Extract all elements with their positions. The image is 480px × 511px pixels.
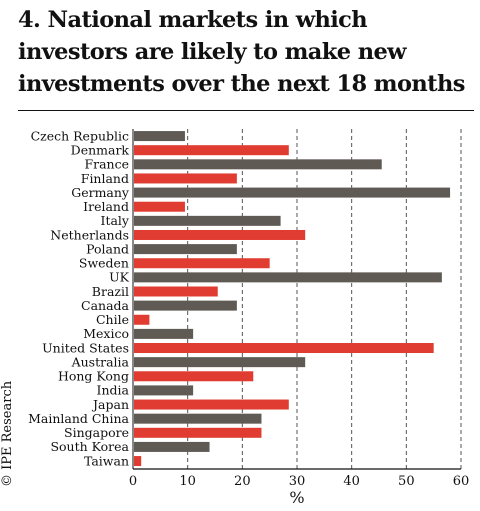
category-label: Mexico <box>83 326 129 341</box>
category-label: United States <box>42 340 129 355</box>
category-label: Germany <box>71 185 130 200</box>
bar <box>134 385 194 396</box>
x-tick-labels: 0 10 20 30 40 50 60 <box>129 474 469 489</box>
bar <box>134 328 194 339</box>
category-label: Ireland <box>83 199 129 214</box>
category-label: Singapore <box>64 425 129 440</box>
category-label: France <box>84 157 129 172</box>
category-label: UK <box>109 270 130 285</box>
category-label: India <box>97 383 130 398</box>
category-label: Finland <box>81 171 129 186</box>
bar <box>134 201 185 212</box>
bar <box>134 371 254 382</box>
bar <box>134 173 237 184</box>
category-label: Brazil <box>92 284 129 299</box>
category-label: Hong Kong <box>58 369 129 384</box>
bar <box>134 413 262 424</box>
bar <box>134 229 306 240</box>
category-label: South Korea <box>50 439 129 454</box>
category-label: Denmark <box>71 142 130 157</box>
bar <box>134 300 237 311</box>
bar <box>134 244 237 255</box>
category-label: Czech Republic <box>31 128 129 143</box>
bar <box>134 187 451 198</box>
category-label: Chile <box>96 312 129 327</box>
bar <box>134 456 142 467</box>
x-tick-label: 30 <box>289 474 306 489</box>
x-tick-label: 50 <box>398 474 415 489</box>
bar <box>134 427 262 438</box>
bar <box>134 399 289 410</box>
bar <box>134 131 185 142</box>
bar <box>134 258 270 269</box>
bar <box>134 357 306 368</box>
category-label: Poland <box>86 241 129 256</box>
bar <box>134 215 281 226</box>
category-label: Mainland China <box>28 411 129 426</box>
x-tick-label: 10 <box>179 474 196 489</box>
bars <box>134 131 451 467</box>
bar <box>134 159 382 170</box>
chart-title: 4. National markets in which investors a… <box>18 7 465 97</box>
category-label: Netherlands <box>50 227 129 242</box>
x-tick-label: 60 <box>453 474 470 489</box>
category-label: Sweden <box>79 256 129 271</box>
category-label: Taiwan <box>84 453 129 468</box>
x-tick-label: 20 <box>234 474 251 489</box>
bar <box>134 441 210 452</box>
category-label: Japan <box>91 397 129 412</box>
category-label: Canada <box>81 298 130 313</box>
source-credit: © IPE Research <box>0 380 15 487</box>
title-divider <box>18 110 474 111</box>
category-labels: Czech RepublicDenmarkFranceFinlandGerman… <box>28 128 130 468</box>
x-axis-label: % <box>289 488 304 507</box>
bar <box>134 343 434 354</box>
bar <box>134 314 150 325</box>
grid-lines <box>132 129 462 469</box>
bar <box>134 145 289 156</box>
bar <box>134 272 442 283</box>
category-label: Italy <box>101 213 130 228</box>
bar <box>134 286 218 297</box>
category-label: Australia <box>71 354 130 369</box>
x-tick-label: 0 <box>129 474 137 489</box>
x-tick-label: 40 <box>343 474 360 489</box>
